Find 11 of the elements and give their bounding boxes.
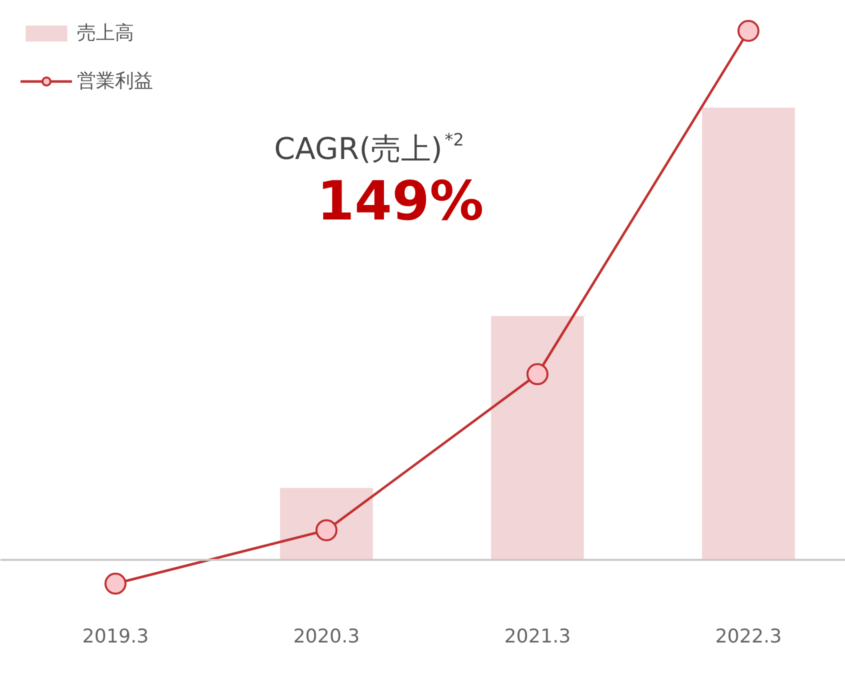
x-tick-label: 2022.3 [715, 626, 782, 648]
point [315, 519, 338, 542]
point [526, 363, 548, 386]
legend-label: 営業利益 [77, 69, 153, 94]
x-tick-label: 2020.3 [293, 626, 360, 648]
point [737, 20, 760, 42]
x-tick-label: 2021.3 [504, 626, 571, 648]
point [104, 572, 126, 595]
annotation: 149% [316, 170, 484, 233]
legend-label: 売上高 [77, 21, 134, 46]
x-tick-label: 2019.3 [82, 626, 149, 648]
